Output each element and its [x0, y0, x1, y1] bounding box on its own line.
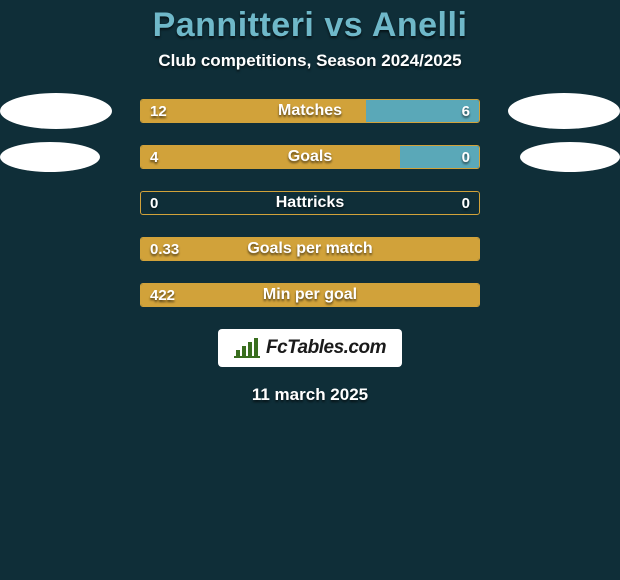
- comparison-row: Min per goal422: [0, 283, 620, 307]
- player-avatar-left: [0, 93, 112, 129]
- badge-wrap: FcTables.com: [0, 329, 620, 367]
- row-bar-track: [140, 237, 480, 261]
- row-bar-left-fill: [141, 238, 479, 260]
- row-bar-right-fill: [400, 146, 479, 168]
- row-bar-track: [140, 145, 480, 169]
- fctables-badge: FcTables.com: [218, 329, 402, 367]
- chart-icon: [234, 338, 260, 358]
- comparison-infographic: Pannitteri vs Anelli Club competitions, …: [0, 0, 620, 580]
- comparison-row: Matches126: [0, 99, 620, 123]
- row-bar-track: [140, 191, 480, 215]
- subtitle: Club competitions, Season 2024/2025: [0, 51, 620, 71]
- page-title: Pannitteri vs Anelli: [0, 0, 620, 45]
- player-avatar-left: [0, 142, 100, 172]
- row-bar-left-fill: [141, 100, 366, 122]
- player-avatar-right: [508, 93, 620, 129]
- comparison-row: Goals40: [0, 145, 620, 169]
- row-bar-track: [140, 283, 480, 307]
- row-bar-right-fill: [366, 100, 479, 122]
- date-text: 11 march 2025: [0, 385, 620, 405]
- comparison-rows: Matches126 Goals40 Hattricks00 Goals per ma…: [0, 99, 620, 307]
- row-bar-track: [140, 99, 480, 123]
- row-bar-left-fill: [141, 284, 479, 306]
- player-avatar-right: [520, 142, 620, 172]
- row-bar-left-fill: [141, 146, 400, 168]
- comparison-row: Hattricks00: [0, 191, 620, 215]
- badge-text: FcTables.com: [266, 337, 386, 359]
- comparison-row: Goals per match0.33: [0, 237, 620, 261]
